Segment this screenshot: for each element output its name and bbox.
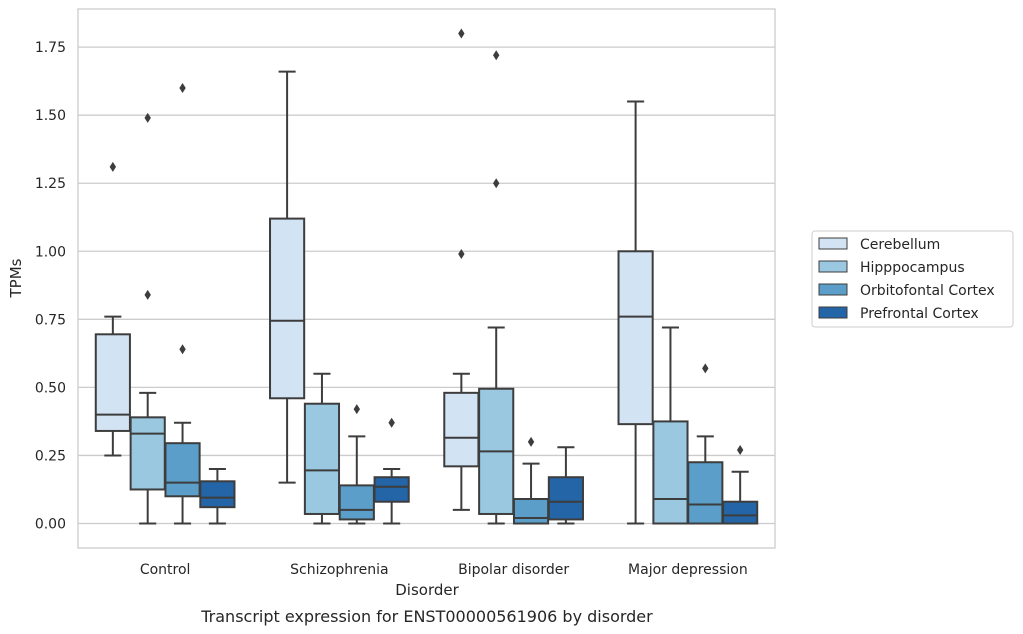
box-orbitofontal-cortex — [338, 404, 375, 525]
box-iqr — [443, 391, 480, 468]
outlier-point — [736, 445, 744, 455]
box-iqr — [129, 416, 166, 491]
outlier-point — [144, 289, 151, 300]
outlier-point — [144, 112, 151, 123]
box-cerebellum — [269, 70, 306, 484]
box-iqr — [687, 461, 724, 525]
legend-swatch — [818, 283, 848, 296]
box-orbitofontal-cortex — [164, 82, 201, 525]
outlier-point — [493, 50, 500, 61]
box-hipppocampus — [129, 112, 166, 525]
box-hipppocampus — [303, 372, 341, 525]
x-tick-label: Control — [140, 562, 191, 578]
legend-label: Hipppocampus — [860, 260, 965, 276]
box-iqr — [617, 250, 654, 426]
x-tick-labels: Control Schizophrenia Bipolar disorder Majo… — [140, 562, 748, 578]
outlier-point — [493, 178, 500, 189]
box-layer — [94, 28, 759, 525]
x-tick-label: Bipolar disorder — [458, 562, 569, 578]
outlier-point — [179, 344, 186, 355]
y-tick-labels: 0.00 0.25 0.50 0.75 1.00 1.25 1.50 1.75 — [35, 40, 66, 532]
plot-frame — [77, 8, 776, 549]
box-iqr — [373, 476, 410, 503]
outlier-point — [353, 404, 360, 415]
box-prefrontal-cortex — [199, 468, 236, 525]
box-prefrontal-cortex — [547, 446, 584, 525]
legend-frame — [811, 230, 1014, 328]
box-hipppocampus — [652, 326, 689, 525]
box-iqr — [164, 442, 201, 498]
y-tick-label: 0.75 — [35, 312, 66, 328]
x-tick-label: Schizophrenia — [290, 562, 388, 578]
outlier-point — [458, 249, 465, 259]
box-prefrontal-cortex — [373, 417, 410, 525]
chart-caption: Transcript expression for ENST0000056190… — [200, 607, 653, 626]
legend-swatch — [818, 306, 848, 319]
outlier-point — [702, 363, 709, 374]
y-tick-label: 1.00 — [35, 244, 66, 260]
box-iqr — [199, 480, 236, 509]
box-iqr — [512, 498, 550, 525]
box-orbitofontal-cortex — [512, 436, 550, 525]
y-tick-label: 1.25 — [35, 176, 66, 192]
box-prefrontal-cortex — [722, 445, 759, 525]
legend-label: Cerebellum — [860, 237, 940, 253]
y-tick-label: 0.25 — [35, 448, 66, 464]
box-cerebellum — [617, 100, 654, 525]
y-tick-label: 0.00 — [35, 517, 66, 533]
outlier-point — [109, 161, 117, 172]
box-iqr — [303, 402, 341, 515]
legend-label: Prefrontal Cortex — [860, 306, 979, 322]
y-tick-label: 1.50 — [35, 108, 66, 124]
y-tick-label: 0.50 — [35, 380, 66, 396]
box-cerebellum — [94, 161, 131, 457]
outlier-point — [527, 436, 535, 447]
box-iqr — [547, 476, 584, 521]
y-tick-label: 1.75 — [35, 40, 66, 56]
legend-swatch — [818, 237, 848, 250]
outlier-point — [458, 28, 465, 39]
box-cerebellum — [443, 28, 480, 511]
box-iqr — [269, 217, 306, 400]
legend: Cerebellum Hipppocampus Orbitofontal Corte… — [811, 230, 1014, 328]
legend-label: Orbitofontal Cortex — [860, 283, 995, 299]
x-axis-label: Disorder — [395, 581, 459, 599]
outlier-point — [388, 417, 395, 428]
box-hipppocampus — [478, 50, 515, 525]
box-iqr — [722, 500, 759, 525]
outlier-point — [179, 82, 186, 93]
y-axis-label: TPMs — [7, 258, 25, 298]
box-iqr — [338, 484, 375, 521]
box-iqr — [94, 333, 131, 432]
box-orbitofontal-cortex — [687, 363, 724, 525]
legend-swatch — [818, 260, 848, 273]
x-tick-label: Major depression — [628, 562, 748, 578]
box-iqr — [652, 420, 689, 525]
